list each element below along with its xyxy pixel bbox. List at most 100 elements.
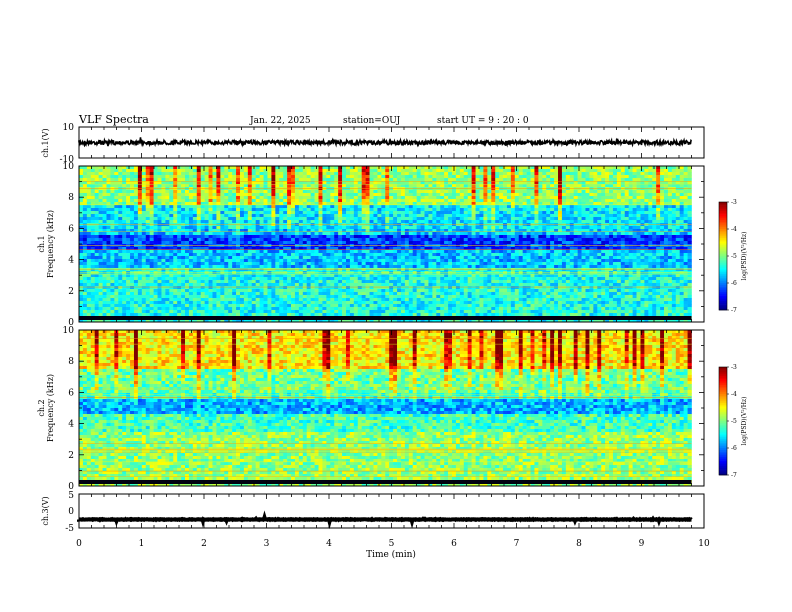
spectrogram-cell [302, 226, 308, 230]
spectrogram-cell [561, 172, 567, 176]
spectrogram-cell [98, 220, 103, 224]
spectrogram-cell [239, 235, 245, 239]
spectrogram-cell [597, 199, 602, 203]
spectrogram-cell [644, 247, 649, 251]
spectrogram-cell [216, 253, 221, 257]
spectrogram-cell [605, 202, 610, 206]
spectrogram-cell [648, 238, 653, 242]
spectrogram-cell [149, 256, 154, 260]
spectrogram-cell [185, 250, 190, 254]
spectrogram-cell [648, 199, 653, 203]
spectrogram-cell [349, 238, 355, 242]
spectrogram-cell [204, 166, 209, 170]
spectrogram-cell [165, 205, 170, 209]
spectrogram-cell [538, 226, 543, 230]
spectrogram-cell [518, 175, 523, 179]
spectrogram-cell [243, 211, 249, 215]
spectrogram-cell [503, 247, 508, 251]
spectrogram-cell [267, 247, 272, 251]
spectrogram-cell [416, 190, 421, 194]
spectrogram-cell [157, 184, 162, 188]
spectrogram-cell [448, 193, 453, 197]
spectrogram-cell [177, 241, 182, 245]
spectrogram-cell [491, 235, 496, 239]
spectrogram-cell [157, 235, 162, 239]
spectrogram-cell [377, 190, 382, 194]
spectrogram-cell [499, 196, 504, 200]
spectrogram-cell [224, 178, 229, 182]
spectrogram-cell [122, 172, 127, 176]
spectrogram-cell [452, 205, 457, 209]
spectrogram-cell [679, 238, 684, 242]
spectrogram-cell [487, 226, 492, 230]
spectrogram-cell [620, 229, 626, 233]
spectrogram-cell [208, 211, 213, 215]
spectrogram-cell [624, 226, 629, 230]
spectrogram-cell [169, 205, 174, 209]
spectrogram-cell [259, 184, 264, 188]
spectrogram-cell [585, 184, 590, 188]
spectrogram-cell [251, 250, 256, 254]
spectrogram-cell [389, 181, 394, 185]
spectrogram-cell [200, 244, 205, 248]
spectrogram-cell [294, 202, 300, 206]
spectrogram-cell [326, 217, 331, 221]
spectrogram-cell [530, 196, 535, 200]
spectrogram-cell [675, 190, 681, 194]
spectrogram-cell [381, 169, 386, 173]
spectrogram-cell [345, 184, 351, 188]
spectrogram-cell [463, 220, 469, 224]
spectrogram-cell [440, 190, 445, 194]
spectrogram-cell [114, 217, 119, 221]
spectrogram-cell [279, 220, 284, 224]
spectrogram-cell [404, 166, 410, 170]
spectrogram-cell [581, 184, 586, 188]
spectrogram-cell [455, 184, 461, 188]
spectrogram-cell [530, 247, 535, 251]
spectrogram-cell [479, 235, 484, 239]
spectrogram-cell [440, 193, 445, 197]
spectrogram-cell [361, 250, 366, 254]
spectrogram-cell [102, 214, 107, 218]
spectrogram-cell [675, 241, 681, 245]
spectrogram-cell [326, 205, 331, 209]
spectrogram-cell [585, 220, 590, 224]
spectrogram-cell [534, 220, 539, 224]
spectrogram-cell [188, 211, 194, 215]
spectrogram-cell [459, 253, 465, 257]
spectrogram-cell [389, 175, 394, 179]
spectrogram-cell [408, 211, 414, 215]
spectrogram-cell [302, 214, 308, 218]
spectrogram-cell [400, 199, 406, 203]
spectrogram-cell [503, 229, 508, 233]
spectrogram-cell [114, 202, 119, 206]
spectrogram-cell [224, 220, 229, 224]
spectrogram-cell [573, 229, 578, 233]
spectrogram-cell [90, 259, 96, 263]
spectrogram-cell [220, 211, 225, 215]
spectrogram-cell [636, 184, 641, 188]
spectrogram-cell [561, 166, 567, 170]
spectrogram-cell [114, 208, 119, 212]
spectrogram-cell [181, 220, 186, 224]
spectrogram-cell [110, 235, 115, 239]
spectrogram-cell [436, 166, 441, 170]
spectrogram-cell [452, 181, 457, 185]
spectrogram-cell [291, 238, 296, 242]
spectrogram-cell [648, 190, 653, 194]
spectrogram-cell [483, 178, 488, 182]
spectrogram-cell [589, 229, 594, 233]
spectrogram-cell [601, 229, 606, 233]
spectrogram-cell [455, 172, 461, 176]
spectrogram-cell [577, 226, 582, 230]
spectrogram-cell [463, 250, 469, 254]
spectrogram-cell [440, 247, 445, 251]
spectrogram-cell [283, 208, 288, 212]
spectrogram-cell [550, 211, 555, 215]
spectrogram-cell [581, 220, 586, 224]
spectrogram-cell [345, 217, 351, 221]
spectrogram-cell [554, 220, 559, 224]
spectrogram-cell [558, 190, 563, 194]
spectrogram-cell [585, 202, 590, 206]
spectrogram-cell [687, 190, 692, 194]
